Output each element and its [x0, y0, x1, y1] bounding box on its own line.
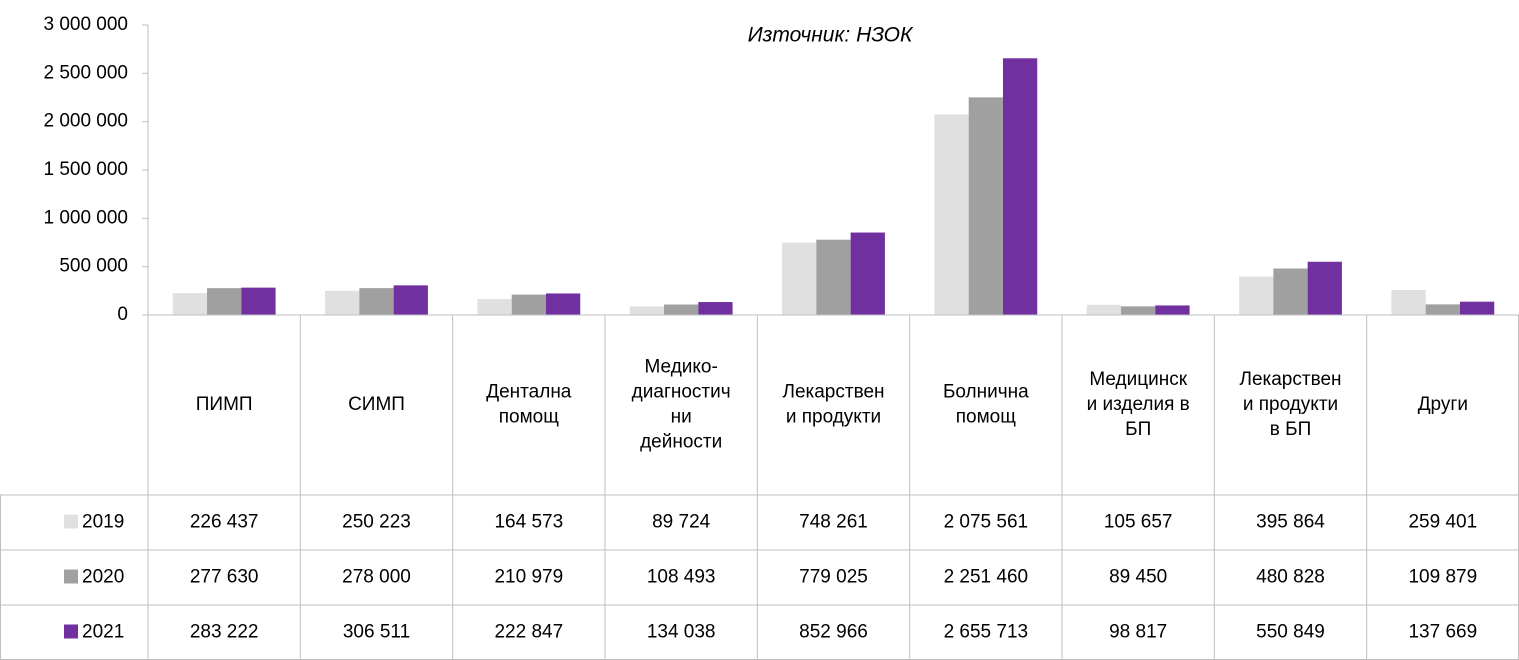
table-value: 2 251 460	[944, 567, 1029, 588]
legend-label: 2020	[82, 567, 124, 588]
x-category-label: Лекарствен и продукти в БП	[1239, 369, 1341, 440]
bar	[934, 114, 969, 316]
table-value: 134 038	[647, 622, 716, 643]
bar	[393, 285, 428, 315]
table-value: 89 450	[1109, 567, 1167, 588]
bar	[1086, 304, 1122, 315]
bar	[1239, 276, 1274, 315]
x-category-label: СИМП	[348, 394, 405, 415]
table-value: 779 025	[799, 567, 868, 588]
bar	[359, 288, 394, 315]
x-category-label: Медицинск и изделия в БП	[1087, 369, 1190, 440]
chart-subtitle: Източник: НЗОК	[748, 24, 914, 47]
bar	[511, 294, 546, 315]
legend-label: 2021	[82, 622, 124, 643]
bar	[664, 304, 699, 315]
table-value: 250 223	[342, 512, 411, 533]
table-value: 277 630	[190, 567, 259, 588]
bar	[1459, 301, 1495, 315]
table-value: 109 879	[1408, 567, 1477, 588]
table-value: 748 261	[799, 512, 868, 533]
bar	[1307, 261, 1342, 315]
bar	[629, 306, 665, 315]
x-category-label: Лекарствен и продукти	[782, 382, 884, 428]
legend-swatch	[64, 514, 78, 529]
bar	[1391, 289, 1426, 315]
bar	[207, 288, 242, 315]
bar	[1273, 268, 1308, 315]
table-value: 259 401	[1408, 512, 1477, 533]
table-value: 98 817	[1109, 622, 1167, 643]
bar	[325, 290, 360, 315]
table-value: 395 864	[1256, 512, 1325, 533]
y-tick-label: 1 500 000	[43, 159, 128, 180]
table-value: 226 437	[190, 512, 259, 533]
table-value: 210 979	[494, 567, 563, 588]
table-value: 137 669	[1408, 622, 1477, 643]
x-category-label: Други	[1418, 394, 1468, 415]
bar	[782, 242, 817, 315]
y-tick-label: 3 000 000	[43, 14, 128, 35]
legend-swatch	[64, 624, 78, 639]
table-value: 108 493	[647, 567, 716, 588]
table-value: 2 075 561	[944, 512, 1029, 533]
table-value: 480 828	[1256, 567, 1325, 588]
bar	[698, 302, 733, 315]
y-tick-label: 1 000 000	[43, 207, 128, 228]
bar	[968, 97, 1003, 316]
table-value: 306 511	[343, 622, 410, 643]
bar	[1425, 304, 1460, 315]
legend-label: 2019	[82, 512, 124, 533]
bar	[816, 239, 851, 315]
table-value: 105 657	[1104, 512, 1173, 533]
table-value: 550 849	[1256, 622, 1325, 643]
table-value: 283 222	[190, 622, 259, 643]
x-category-label: Болнична помощ	[943, 382, 1029, 428]
table-value: 2 655 713	[944, 622, 1029, 643]
bar	[1155, 305, 1190, 315]
table-value: 222 847	[494, 622, 563, 643]
x-category-label: Медико-диагностич ни дейности	[632, 357, 731, 453]
y-tick-label: 2 000 000	[43, 111, 128, 132]
table-value: 164 573	[494, 512, 563, 533]
legend-swatch	[64, 569, 78, 584]
y-tick-label: 500 000	[59, 256, 128, 277]
bar	[850, 232, 885, 315]
bar	[545, 293, 581, 315]
x-category-label: ПИМП	[196, 394, 253, 415]
x-category-label: Дентална помощ	[486, 382, 572, 428]
table-value: 852 966	[799, 622, 868, 643]
bar	[1002, 58, 1038, 316]
bar	[241, 287, 276, 315]
bar	[1121, 306, 1156, 315]
y-tick-label: 2 500 000	[43, 62, 128, 83]
table-value: 89 724	[652, 512, 711, 533]
bar	[172, 293, 208, 315]
table-value: 278 000	[342, 567, 411, 588]
y-tick-label: 0	[117, 304, 128, 325]
bar	[477, 299, 512, 315]
